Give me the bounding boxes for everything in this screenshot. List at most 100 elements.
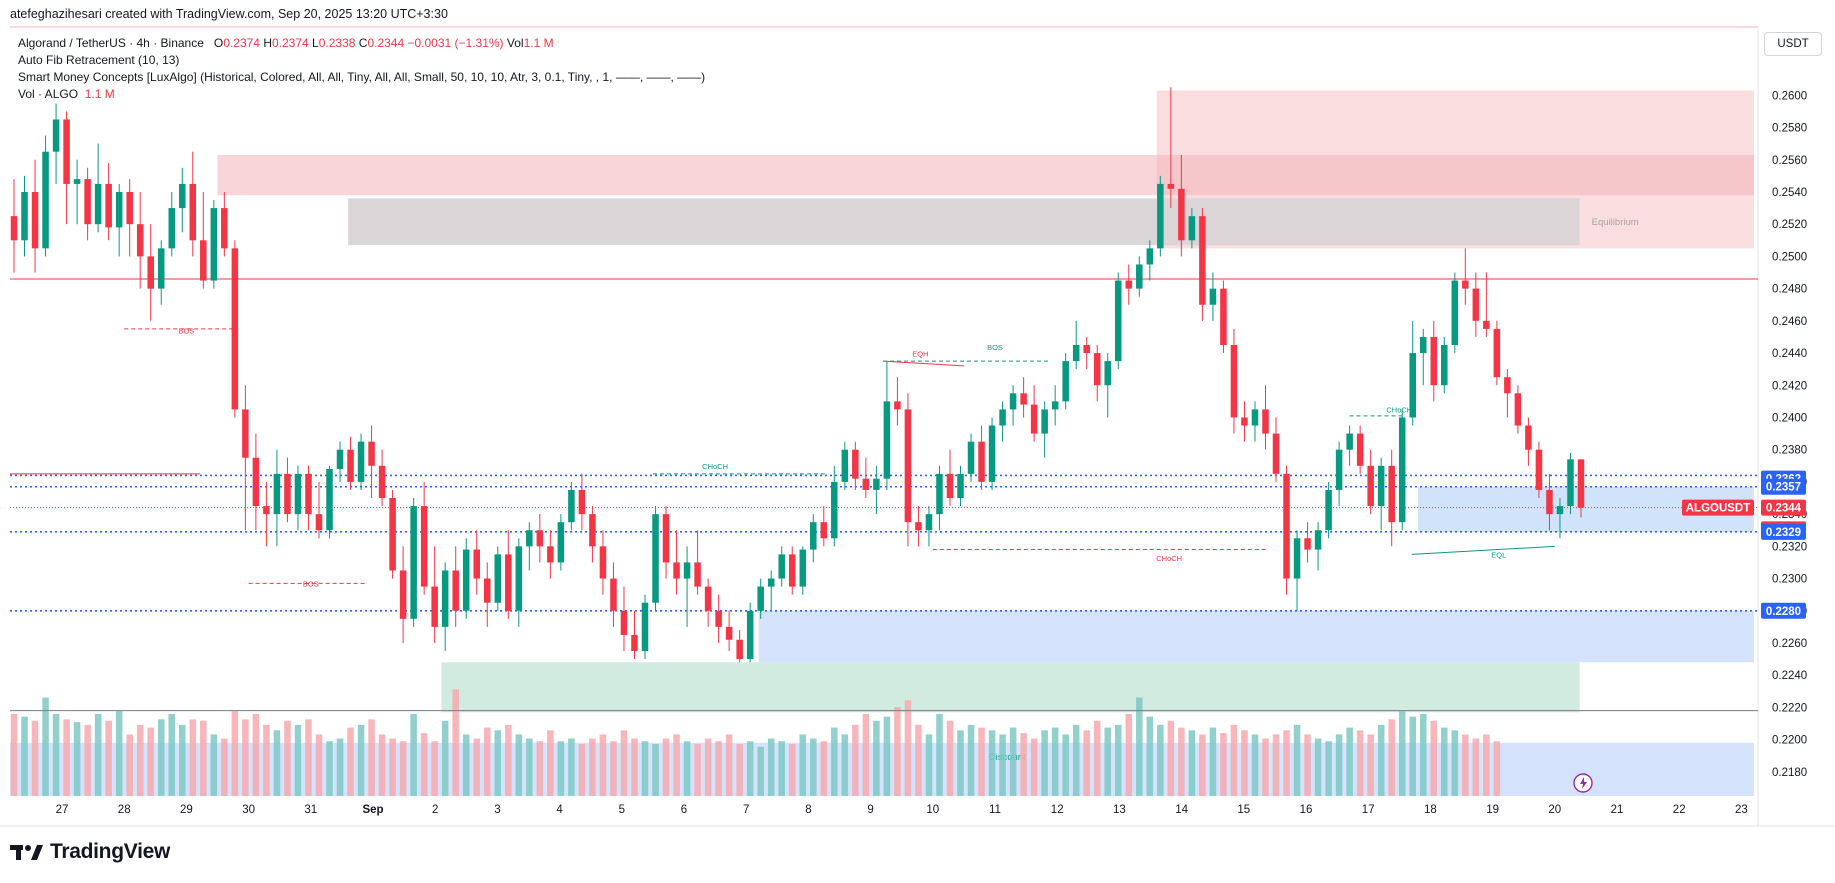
- volume-bar: [1125, 713, 1133, 796]
- vol-value: 1.1 M: [523, 36, 554, 50]
- candle-body: [683, 562, 691, 579]
- candle: [1230, 328, 1238, 434]
- volume-bar: [420, 733, 428, 796]
- candle-body: [515, 546, 523, 611]
- volume-bar: [399, 741, 407, 796]
- candle: [473, 530, 480, 595]
- tradingview-logo[interactable]: TradingView: [10, 840, 170, 864]
- candle-body: [1030, 404, 1038, 434]
- candle: [1030, 385, 1038, 442]
- volume-bar: [473, 738, 480, 796]
- currency-button[interactable]: USDT: [1764, 32, 1822, 56]
- volume-bar: [978, 727, 985, 796]
- x-tick-label: 14: [1175, 804, 1188, 816]
- volume-bar: [1272, 734, 1280, 796]
- volume-bar: [715, 741, 722, 796]
- candle: [294, 465, 302, 531]
- lightning-icon: [1573, 773, 1593, 793]
- candle: [231, 240, 239, 418]
- candle: [1272, 417, 1280, 482]
- volume-bar: [799, 734, 807, 796]
- volume-bar: [578, 744, 586, 796]
- candle: [252, 433, 260, 531]
- eqh-line: [883, 360, 964, 367]
- candle-body: [473, 549, 480, 579]
- candle: [1157, 175, 1164, 257]
- volume-bar: [557, 741, 565, 796]
- volume-bar: [694, 744, 701, 796]
- candle: [873, 465, 880, 515]
- high-label: H: [263, 36, 272, 50]
- candle: [683, 546, 691, 627]
- volume-bar: [852, 724, 859, 796]
- candle-body: [1083, 344, 1090, 354]
- volume-bar: [1472, 738, 1480, 796]
- x-tick-label: 28: [118, 804, 131, 816]
- candle: [242, 385, 249, 531]
- eql-line: [1411, 545, 1555, 555]
- candle-body: [115, 191, 123, 228]
- y-tick-label: 0.2240: [1772, 670, 1807, 682]
- candle: [336, 441, 344, 482]
- candle: [1251, 401, 1259, 442]
- volume-bar: [1083, 730, 1090, 796]
- candle-body: [883, 401, 891, 479]
- volume-bar: [221, 738, 228, 796]
- volume-bar: [1262, 738, 1269, 796]
- price-label-text: ALGOUSDT: [1686, 503, 1751, 515]
- indicator-smc[interactable]: Smart Money Concepts [LuxAlgo] (Historic…: [18, 70, 706, 84]
- volume-bar: [368, 719, 375, 796]
- candle-body: [410, 506, 417, 619]
- x-tick-label: 9: [867, 804, 873, 816]
- candle: [494, 546, 502, 611]
- symbol-name[interactable]: Algorand / TetherUS · 4h · Binance: [18, 36, 204, 50]
- candle-body: [210, 208, 218, 281]
- candle: [894, 377, 901, 426]
- candle-body: [536, 530, 544, 547]
- candle-body: [1283, 473, 1290, 579]
- candle: [1346, 425, 1353, 466]
- candle-body: [483, 578, 491, 603]
- candle-body: [505, 554, 512, 611]
- volume-bar: [1251, 734, 1259, 796]
- volume-bar: [1146, 716, 1154, 796]
- levels-layer: [10, 278, 1758, 712]
- candle-body: [526, 530, 533, 547]
- candle-body: [652, 514, 659, 603]
- volume-bar: [147, 727, 154, 796]
- candle: [725, 610, 733, 652]
- x-tick-label: 4: [556, 804, 563, 816]
- structure-label: BOS: [303, 580, 319, 589]
- x-tick-label: 20: [1548, 804, 1561, 816]
- candle: [273, 449, 281, 547]
- candle-body: [1377, 465, 1385, 507]
- y-tick-label: 0.2220: [1772, 702, 1807, 714]
- candle-body: [179, 183, 186, 209]
- candle-body: [336, 449, 344, 470]
- candle: [694, 530, 701, 595]
- candle-body: [462, 549, 470, 611]
- price-label-symbol: ALGOUSDT: [1682, 499, 1754, 516]
- candle: [1041, 401, 1048, 458]
- volume-bar: [1367, 734, 1374, 796]
- volume-bar: [505, 724, 512, 796]
- candle-body: [820, 522, 828, 539]
- candle: [1419, 328, 1427, 386]
- candle: [746, 602, 754, 663]
- candle-body: [831, 481, 838, 539]
- x-tick-label: 6: [681, 804, 687, 816]
- volume-bar: [1020, 733, 1027, 796]
- symbol-legend-row[interactable]: Algorand / TetherUS · 4h · Binance O0.23…: [18, 35, 705, 52]
- change-value: −0.0031 (−1.31%): [407, 36, 504, 50]
- candle-body: [557, 522, 565, 563]
- indicator-volume[interactable]: Vol · ALGO 1.1 M: [18, 86, 705, 103]
- volume-bar: [294, 724, 302, 796]
- candle: [1451, 272, 1459, 354]
- candle-body: [1388, 465, 1395, 523]
- indicator-fib[interactable]: Auto Fib Retracement (10, 13): [18, 53, 180, 67]
- candle: [200, 191, 207, 289]
- candle: [641, 594, 649, 660]
- candle: [767, 570, 775, 611]
- volume-bar: [136, 724, 144, 796]
